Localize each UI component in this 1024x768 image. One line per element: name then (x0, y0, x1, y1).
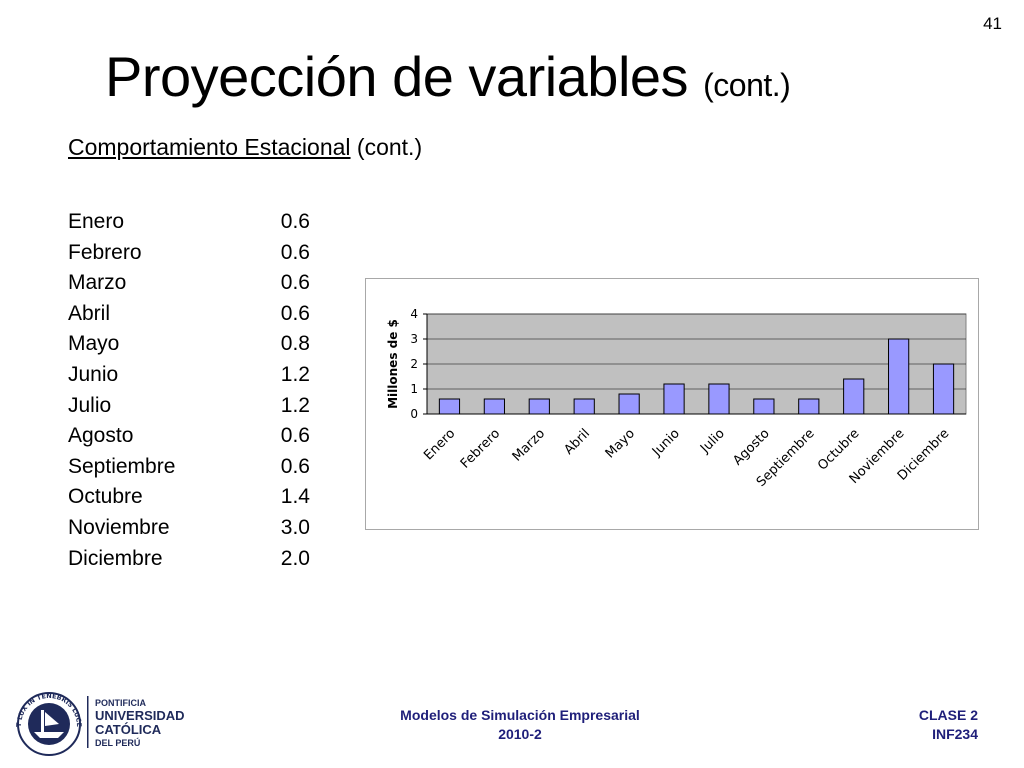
y-axis-title: Millones de $ (386, 319, 400, 409)
x-tick-label: Enero (421, 426, 458, 463)
month-value: 0.6 (280, 301, 310, 325)
table-row: Mayo 0.8 (68, 329, 310, 360)
footer-class-info: CLASE 2 INF234 (919, 706, 978, 744)
seasonal-bar-chart: 0 1 2 3 4 Enero Febrero Marzo Abril Mayo Junio Juli… (365, 278, 979, 530)
month-value: 0.6 (280, 240, 310, 264)
month-name: Febrero (68, 240, 142, 264)
bar (663, 383, 685, 415)
footer-course: Modelos de Simulación Empresarial (400, 707, 640, 723)
bar (888, 338, 910, 415)
bar (708, 383, 730, 415)
crest-year: MCMXVII (35, 744, 63, 753)
university-logo: ET LUX IN TENEBRIS LUCET MCMXVII PONTIFI… (10, 680, 212, 758)
slide-subtitle: Comportamiento Estacional (cont.) (68, 134, 422, 161)
logo-line-4: DEL PERÚ (95, 737, 140, 748)
y-tick-label: 4 (410, 307, 418, 321)
bar (483, 398, 505, 415)
x-tick-label: Agosto (730, 426, 772, 468)
table-row: Enero 0.6 (68, 207, 310, 238)
month-name: Enero (68, 210, 125, 233)
month-value: 0.6 (280, 271, 310, 295)
month-value: 1.2 (280, 362, 310, 386)
crest-boat (34, 732, 64, 738)
crest-mast (41, 710, 44, 734)
table-row: Octubre 1.4 (68, 482, 310, 513)
month-value: 1.2 (280, 393, 310, 417)
y-tick-label: 2 (410, 357, 418, 371)
table-row: Junio 1.2 (68, 360, 310, 391)
logo-divider (87, 696, 89, 748)
logo-line-2: UNIVERSIDAD (95, 708, 185, 723)
y-tick-label: 1 (410, 382, 418, 396)
title-main: Proyección de variables (105, 45, 689, 108)
table-row: Diciembre 2.0 (68, 544, 310, 575)
bar (932, 363, 955, 415)
footer-code: INF234 (932, 726, 978, 742)
month-value: 0.6 (280, 454, 310, 478)
slide-title: Proyección de variables (cont.) (105, 44, 791, 109)
footer-term: 2010-2 (498, 726, 542, 742)
slide-number: 41 (983, 14, 1002, 33)
month-name: Abril (68, 301, 111, 325)
table-row: Noviembre 3.0 (68, 513, 310, 544)
y-tick-label: 0 (410, 407, 418, 421)
x-tick-label: Junio (649, 426, 683, 460)
monthly-factors-table: Enero 0.6 Febrero 0.6 Marzo 0.6 Abril 0.6 Mayo 0.… (68, 207, 310, 574)
subtitle-underlined: Comportamiento Estacional (68, 134, 351, 160)
chart-svg: 0 1 2 3 4 Enero Febrero Marzo Abril Mayo Junio Juli… (386, 307, 967, 490)
month-name: Septiembre (68, 454, 176, 478)
month-name: Diciembre (68, 546, 163, 570)
table-row: Febrero 0.6 (68, 238, 310, 269)
month-value: 0.6 (280, 210, 310, 233)
title-suffix: (cont.) (703, 67, 791, 103)
bar (528, 398, 550, 415)
table-row: Abril 0.6 (68, 299, 310, 330)
month-name: Noviembre (68, 515, 170, 539)
table-row: Septiembre 0.6 (68, 452, 310, 483)
bar (753, 398, 775, 415)
month-value: 0.8 (280, 332, 310, 356)
x-tick-label: Mayo (603, 426, 638, 461)
table-row: Marzo 0.6 (68, 268, 310, 299)
table-row: Julio 1.2 (68, 391, 310, 422)
bar (573, 398, 595, 415)
month-name: Octubre (68, 485, 143, 509)
month-name: Julio (68, 393, 112, 417)
month-value: 0.6 (280, 424, 310, 448)
x-tick-label: Julio (697, 426, 728, 457)
x-tick-label: Febrero (458, 426, 503, 471)
x-tick-label: Marzo (510, 426, 548, 464)
subtitle-rest: (cont.) (356, 134, 423, 160)
bar (438, 398, 461, 415)
crest-sail (45, 712, 59, 726)
footer-class: CLASE 2 (918, 707, 978, 723)
pucp-logo: ET LUX IN TENEBRIS LUCET MCMXVII PONTIFI… (10, 680, 185, 756)
month-name: Marzo (68, 271, 127, 295)
month-value: 3.0 (280, 515, 310, 539)
footer-course-info: Modelos de Simulación Empresarial 2010-2 (330, 706, 710, 744)
logo-line-3: CATÓLICA (95, 722, 162, 737)
bar (798, 398, 820, 415)
month-name: Agosto (68, 424, 134, 448)
y-tick-label: 3 (410, 332, 418, 346)
bar (843, 378, 865, 415)
logo-line-1: PONTIFICIA (95, 698, 146, 708)
bar (618, 393, 640, 415)
month-name: Junio (68, 362, 119, 386)
month-name: Mayo (68, 332, 120, 356)
x-tick-label: Abril (561, 426, 593, 458)
month-value: 2.0 (280, 546, 310, 570)
month-value: 1.4 (280, 485, 310, 509)
table-row: Agosto 0.6 (68, 421, 310, 452)
